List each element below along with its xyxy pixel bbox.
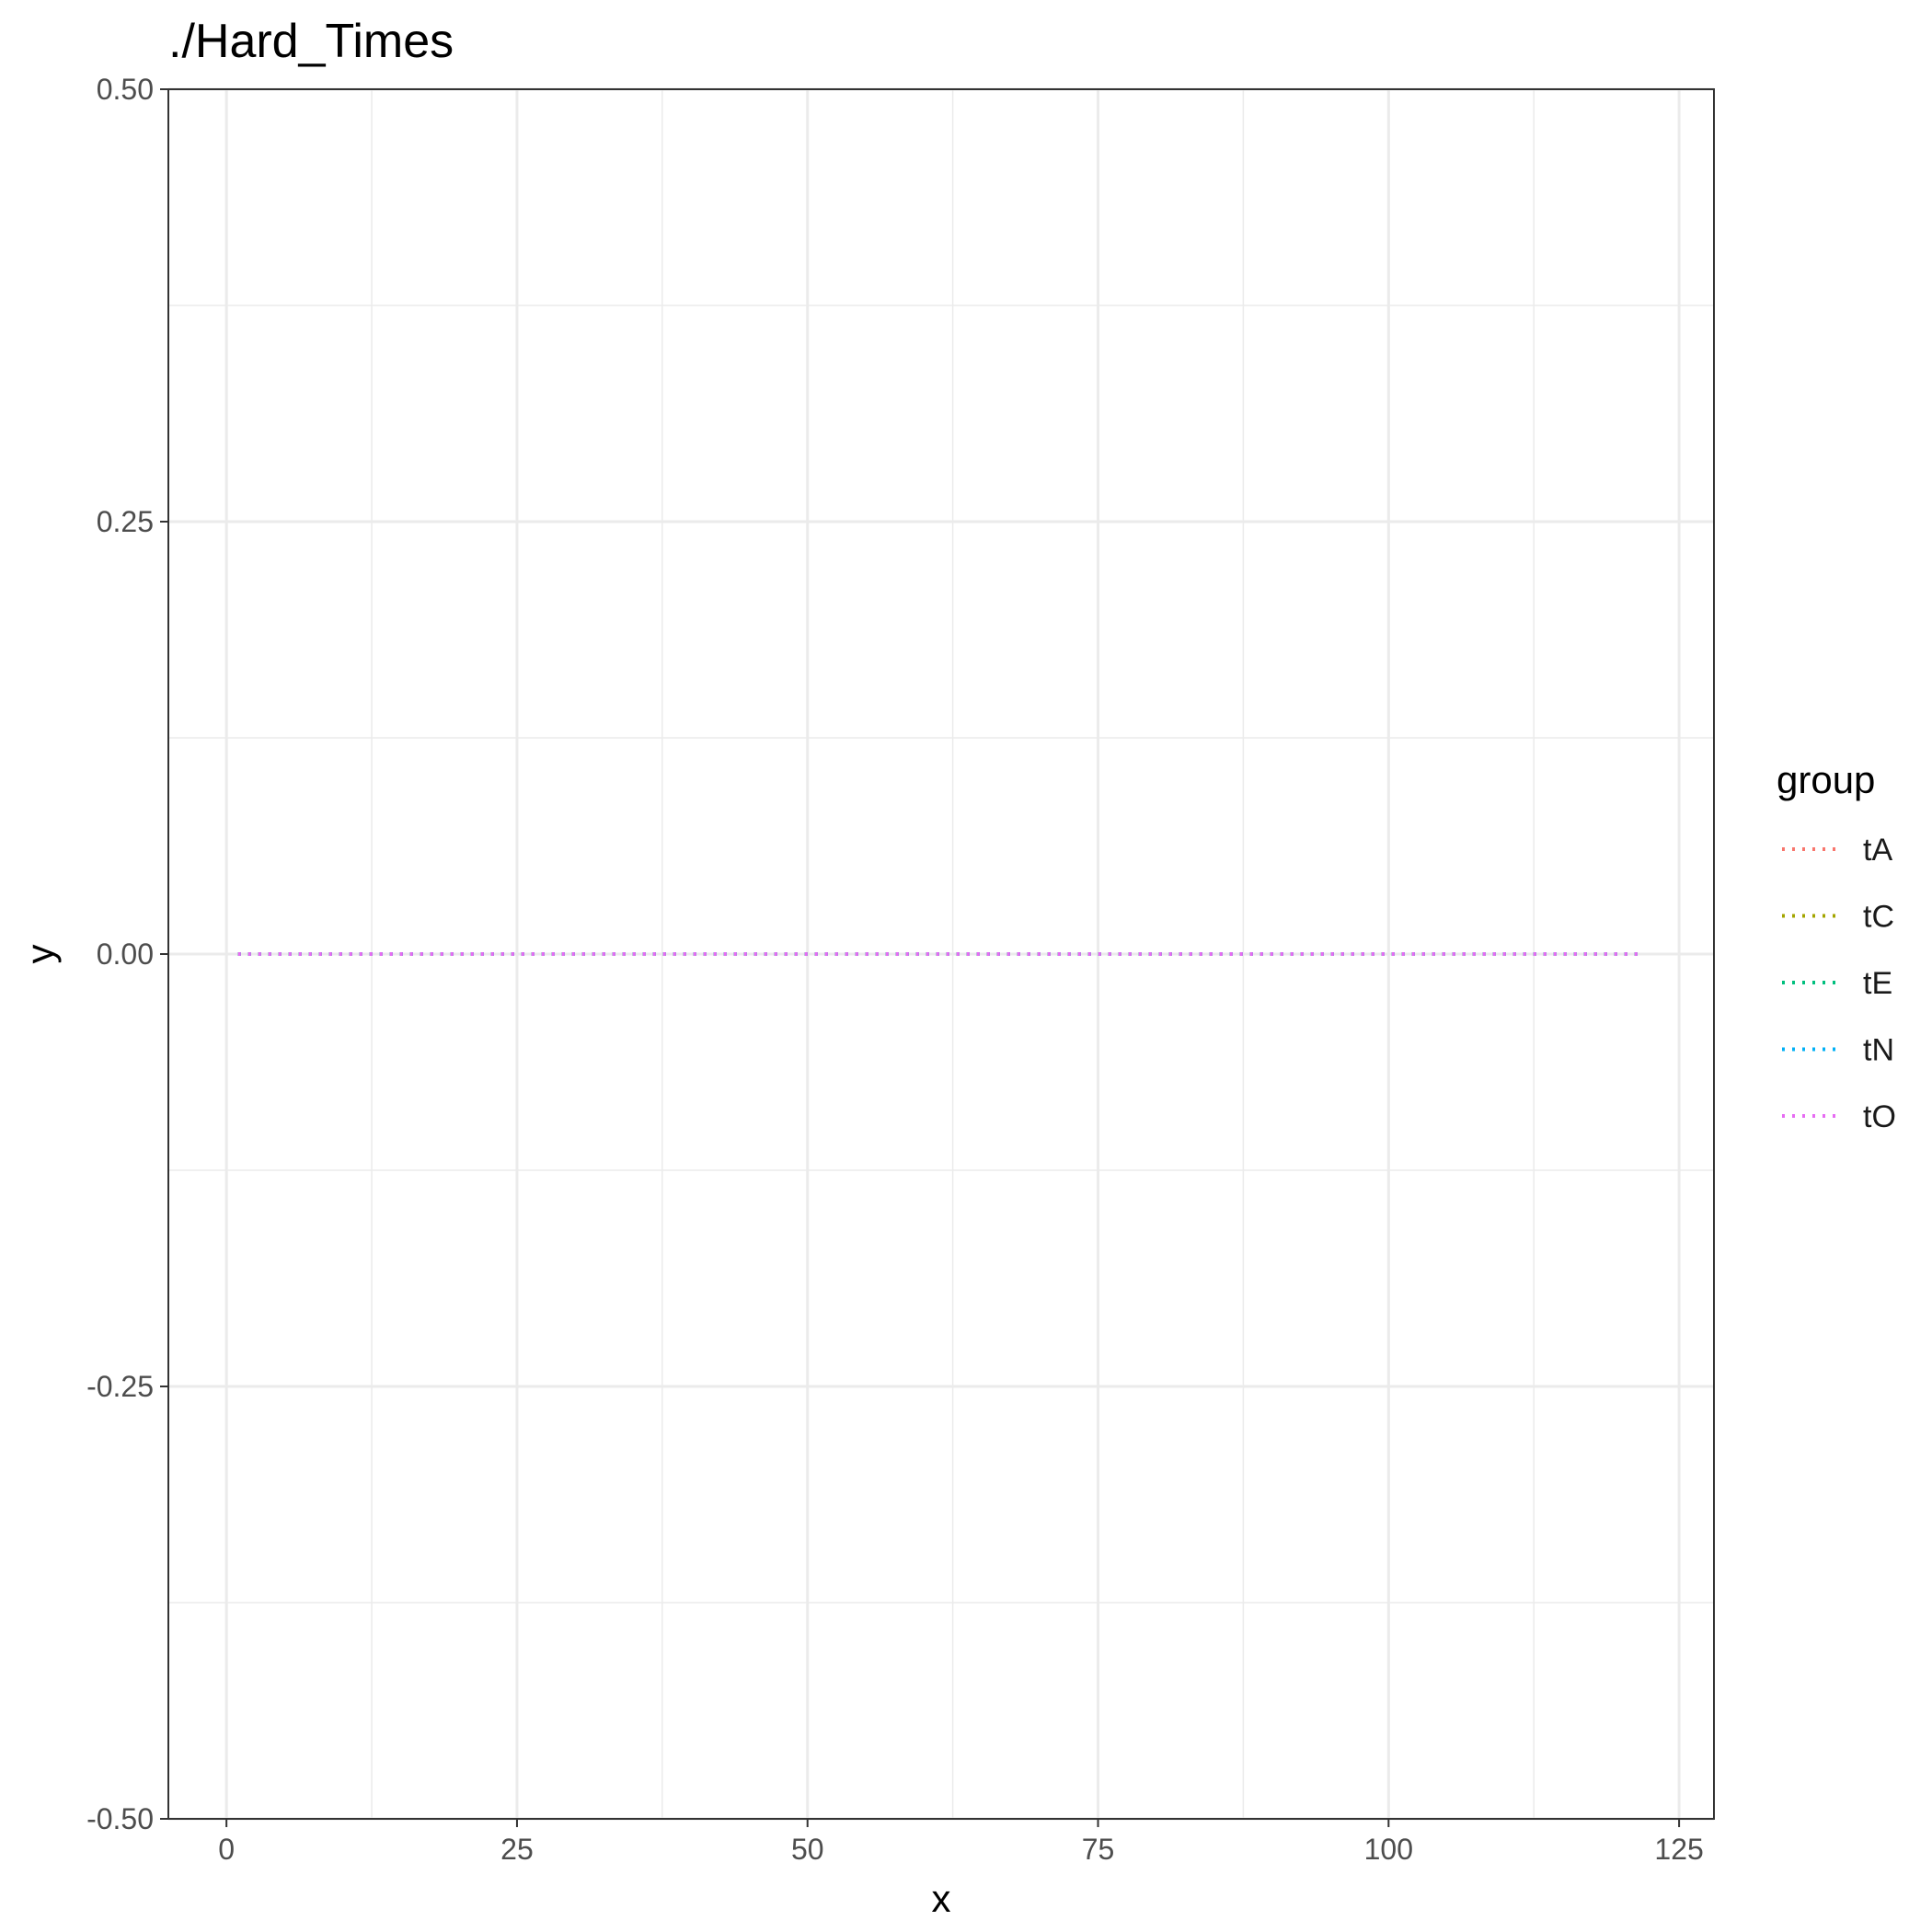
x-tick-label: 75 — [1082, 1833, 1115, 1866]
legend: group tA tC tE tN tO — [1777, 758, 1896, 1134]
legend-label-tO: tO — [1863, 1099, 1896, 1134]
y-axis: -0.50 -0.25 0.00 0.25 0.50 — [86, 73, 168, 1835]
x-tick-label: 0 — [218, 1833, 235, 1866]
chart-title: ./Hard_Times — [168, 15, 454, 68]
x-tick-label: 50 — [791, 1833, 824, 1866]
legend-label-tE: tE — [1863, 966, 1892, 1001]
legend-title: group — [1777, 758, 1875, 801]
x-tick-label: 125 — [1654, 1833, 1703, 1866]
y-tick-label: -0.25 — [86, 1370, 154, 1403]
major-gridlines — [168, 87, 1714, 1821]
legend-items: tA tC tE tN tO — [1782, 833, 1896, 1134]
legend-label-tA: tA — [1863, 833, 1892, 868]
legend-label-tN: tN — [1863, 1033, 1894, 1068]
legend-label-tC: tC — [1863, 900, 1894, 935]
x-tick-label: 100 — [1364, 1833, 1413, 1866]
y-axis-title: y — [18, 945, 62, 964]
x-axis: 0 25 50 75 100 125 — [218, 1819, 1704, 1866]
y-tick-label: 0.00 — [97, 937, 154, 971]
y-tick-label: 0.25 — [97, 505, 154, 538]
x-axis-title: x — [932, 1877, 951, 1920]
x-tick-label: 25 — [500, 1833, 534, 1866]
y-tick-label: 0.50 — [97, 73, 154, 106]
y-tick-label: -0.50 — [86, 1802, 154, 1835]
